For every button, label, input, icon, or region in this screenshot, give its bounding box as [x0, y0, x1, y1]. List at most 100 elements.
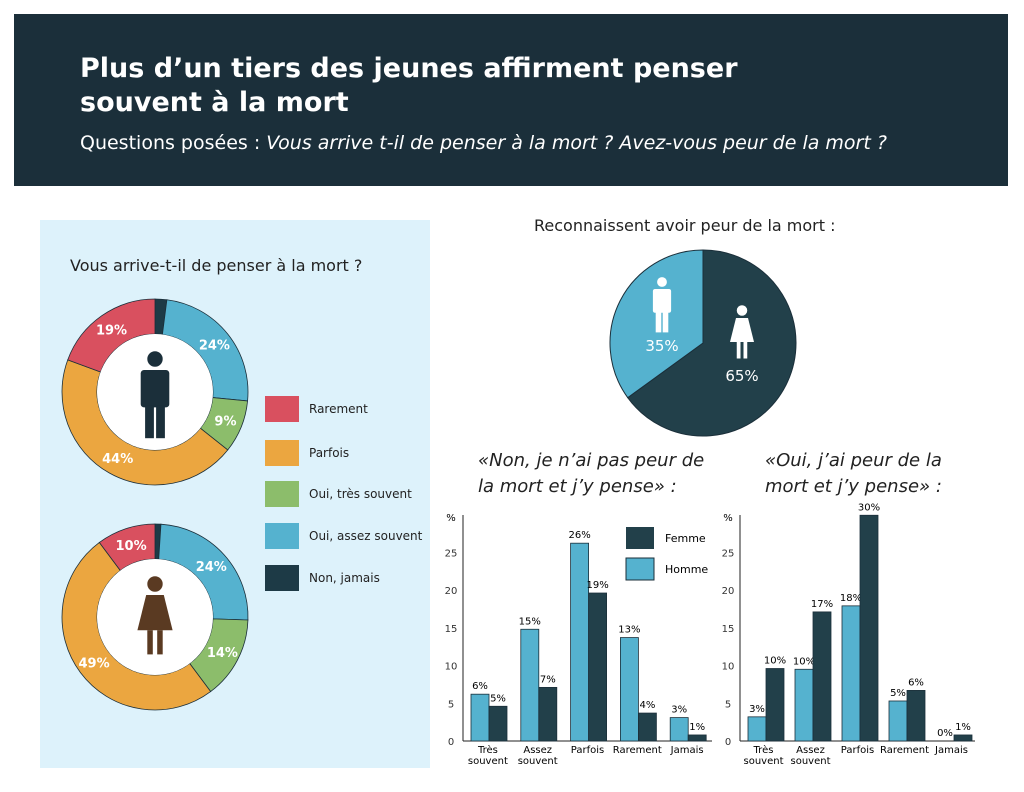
legend-assez-souvent: Oui, assez souvent	[265, 523, 422, 549]
bar-chart-2-x-tick: Parfois	[841, 745, 874, 756]
bar-chart-2-x-tick: Jamais	[934, 745, 968, 756]
bar-chart-2-bar-label: 1%	[955, 722, 971, 733]
bar-chart-1-y-tick: 5	[448, 699, 454, 710]
woman-icon-leg	[157, 630, 163, 655]
bar-chart-1-bar-homme	[470, 693, 490, 742]
bar-chart-2-bar-femme	[765, 668, 785, 742]
bar-chart-2-bar-label: 6%	[908, 677, 924, 688]
woman-icon-leg	[736, 342, 741, 359]
donut-label: 49%	[79, 656, 110, 671]
donut-label: 10%	[115, 539, 146, 554]
bar-chart-2-y-tick: 0	[725, 737, 731, 748]
bar-chart-1-bar-homme	[620, 637, 639, 742]
bar-chart-2-bar-femme	[953, 734, 973, 742]
bar-chart-1-bar-label: 6%	[472, 681, 488, 692]
bar-chart-1-bar-homme	[520, 628, 540, 742]
bar-chart-1-y-tick: 15	[445, 624, 458, 635]
bar-chart-2-bar-femme	[859, 514, 879, 742]
bar-chart-2-bar-label: 10%	[764, 656, 786, 667]
woman-icon-head	[736, 305, 748, 316]
page-title: Plus d’un tiers des jeunes affirment pen…	[80, 53, 738, 118]
pie-label-homme: 35%	[645, 337, 678, 355]
bar-chart-1-bar-label: 15%	[519, 616, 541, 627]
bar-chart-2-bar-homme	[841, 605, 861, 742]
donut-label: 44%	[102, 452, 133, 467]
bar-chart-2-x-tick: souvent	[791, 756, 831, 767]
pie-label-femme: 65%	[725, 367, 758, 385]
bar-chart-1-bar-label: 19%	[586, 580, 608, 591]
bar-chart-2-y-tick: 25	[722, 548, 735, 559]
bar-chart-1-x-tick: souvent	[518, 756, 558, 767]
donut-label: 9%	[214, 415, 236, 430]
bar-chart-2-bar-homme	[747, 716, 767, 742]
bar-chart-1-y-tick: 20	[445, 586, 458, 597]
bar-chart-2-x-tick: Rarement	[880, 745, 929, 756]
bar-chart-2-bar-label: 3%	[749, 704, 765, 715]
subtitle-prefix: Questions posées :	[80, 132, 267, 154]
subtitle-questions: Vous arrive t-il de penser à la mort ? A…	[266, 132, 887, 154]
bar-chart-1-x-tick: Parfois	[571, 745, 604, 756]
bar-chart-2-y-tick: 5	[725, 699, 731, 710]
bar-chart-1-bar-label: 3%	[671, 705, 687, 716]
man-icon-body	[652, 289, 672, 313]
bar-chart-1-bar-label: 7%	[540, 674, 556, 685]
bar-chart-2-y-label: %	[723, 513, 733, 524]
bar-chart-2-y-tick: 20	[722, 586, 735, 597]
legend-tres-souvent: Oui, très souvent	[265, 481, 412, 507]
page-subtitle: Questions posées : Vous arrive t-il de p…	[80, 132, 887, 154]
man-icon-head	[147, 351, 163, 367]
donut-title: Vous arrive-t-il de penser à la mort ?	[70, 256, 363, 275]
bar-chart-1-bar-femme	[588, 592, 607, 742]
bar-chart-1-x-tick: Jamais	[670, 745, 704, 756]
woman-icon-body	[137, 595, 173, 631]
bar-chart-2-y-tick: 15	[722, 624, 735, 635]
man-icon-leg	[655, 311, 662, 333]
pie-title: Reconnaissent avoir peur de la mort :	[534, 216, 836, 235]
legend-femme: Femme	[665, 532, 706, 545]
bar-chart-2-bar-label: 5%	[890, 688, 906, 699]
bar-chart-2-bar-label: 18%	[840, 593, 862, 604]
legend-rarement: Rarement	[265, 396, 368, 422]
donut-label: 14%	[207, 646, 238, 661]
bar-chart-1-y-label: %	[446, 513, 456, 524]
legend-femme-swatch	[626, 527, 654, 549]
legend-jamais: Non, jamais	[265, 565, 380, 591]
bar-chart-1-x-tick: Très	[477, 744, 498, 756]
bar-chart-1-x-tick: Rarement	[613, 745, 662, 756]
woman-icon-leg	[743, 342, 748, 359]
legend-homme-swatch	[625, 557, 655, 581]
donut-label: 24%	[196, 560, 227, 575]
bar-chart-2-bar-label: 10%	[793, 656, 815, 667]
bar-chart-2-y-tick: 10	[722, 662, 735, 673]
bar-chart-1-bar-homme	[570, 542, 589, 742]
bar-chart-1-bar-label: 4%	[639, 700, 655, 711]
man-icon-leg	[145, 405, 154, 439]
bar-chart-1-bar-homme	[669, 717, 689, 742]
woman-icon-body	[730, 318, 754, 342]
bar-chart-1-y-tick: 10	[445, 662, 458, 673]
bar-chart-2-bar-homme	[888, 700, 908, 742]
woman-icon-head	[147, 576, 163, 592]
legend-homme: Homme	[665, 563, 708, 576]
bar-chart-1-x-tick: souvent	[468, 756, 508, 767]
bar-chart-1-y-tick: 25	[445, 548, 458, 559]
bar-chart-1-bar-femme	[538, 686, 558, 742]
bar-chart-1-bar-femme	[488, 705, 508, 742]
bar-chart-1-bar-label: 1%	[689, 722, 705, 733]
legend-parfois: Parfois	[265, 440, 349, 466]
man-icon-head	[657, 277, 667, 287]
bar-chart-1-bar-femme	[687, 734, 707, 742]
bar-chart-1-title: «Non, je n’ai pas peur de la mort et j’y…	[478, 450, 705, 497]
bar-chart-2-bar-femme	[906, 690, 926, 742]
bar-chart-1-bar-label: 13%	[618, 625, 640, 636]
bar-chart-1-bar-label: 5%	[490, 693, 506, 704]
bar-chart-2-bar-homme	[794, 668, 814, 742]
bar-chart-2-bar-label: 30%	[858, 502, 880, 513]
bar-chart-2-x-tick: souvent	[744, 756, 784, 767]
bar-chart-2-x-tick: Assez	[796, 745, 825, 756]
donut-label: 19%	[96, 324, 127, 339]
pie-slice-femme	[627, 249, 797, 437]
bar-chart-2-bar-femme	[812, 611, 832, 742]
bar-chart-2-title: «Oui, j’ai peur de la mort et j’y pense»…	[765, 450, 942, 497]
